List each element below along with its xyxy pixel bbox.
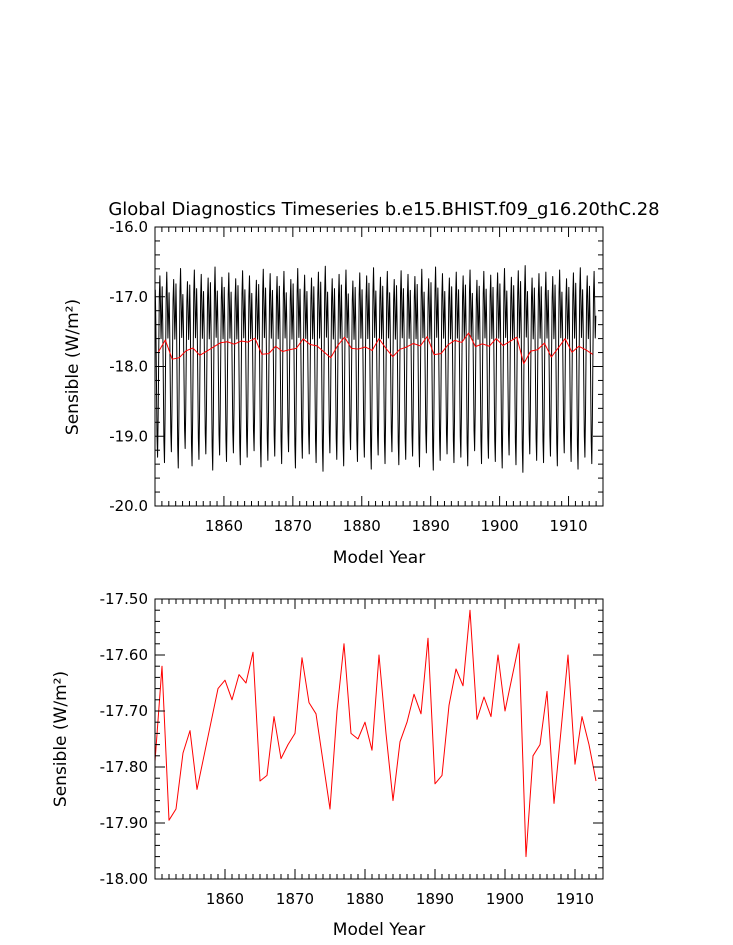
bottom-x-axis-label: Model Year xyxy=(333,920,425,940)
top-chart-ticks: 1860 1870 1880 1890 1900 1910 -20.0 -19.0 -18.0 -… xyxy=(109,218,604,535)
x-tick-label: 1900 xyxy=(481,517,519,535)
bottom-chart-ticks: 1860 1870 1880 1890 1900 1910 -18.00 -17.90 -17.… xyxy=(100,590,604,908)
x-tick-label: 1880 xyxy=(346,890,384,908)
y-tick-label: -16.0 xyxy=(109,218,148,236)
y-tick-label: -19.0 xyxy=(109,427,148,445)
bottom-y-axis-label: Sensible (W/m²) xyxy=(51,671,71,807)
series-line xyxy=(158,332,593,365)
bottom-plot-frame xyxy=(154,598,604,880)
x-tick-label: 1900 xyxy=(486,890,524,908)
y-tick-label: -17.50 xyxy=(100,590,148,608)
bottom-chart: 1860 1870 1880 1890 1900 1910 -18.00 -17.90 -17.… xyxy=(51,590,604,940)
y-tick-label: -17.60 xyxy=(100,646,148,664)
series-line xyxy=(154,265,597,473)
series-line xyxy=(154,609,597,858)
y-tick-label: -18.00 xyxy=(100,870,148,888)
x-tick-label: 1890 xyxy=(416,890,454,908)
top-x-axis-label: Model Year xyxy=(333,548,425,568)
x-tick-label: 1910 xyxy=(549,517,587,535)
x-tick-label: 1910 xyxy=(556,890,594,908)
top-y-axis-label: Sensible (W/m²) xyxy=(63,299,83,435)
top-chart: Global Diagnostics Timeseries b.e15.BHIS… xyxy=(63,199,660,568)
bottom-chart-series xyxy=(154,609,597,858)
x-tick-label: 1860 xyxy=(205,517,243,535)
x-tick-label: 1860 xyxy=(206,890,244,908)
y-tick-label: -17.70 xyxy=(100,702,148,720)
x-tick-label: 1870 xyxy=(274,517,312,535)
y-tick-label: -17.90 xyxy=(100,814,148,832)
x-tick-label: 1890 xyxy=(412,517,450,535)
chart-title: Global Diagnostics Timeseries b.e15.BHIS… xyxy=(108,199,659,220)
y-tick-label: -18.0 xyxy=(109,358,148,376)
y-tick-label: -17.0 xyxy=(109,288,148,306)
x-tick-label: 1880 xyxy=(343,517,381,535)
y-tick-label: -20.0 xyxy=(109,497,148,515)
top-chart-series xyxy=(154,265,597,473)
x-tick-label: 1870 xyxy=(276,890,314,908)
y-tick-label: -17.80 xyxy=(100,758,148,776)
